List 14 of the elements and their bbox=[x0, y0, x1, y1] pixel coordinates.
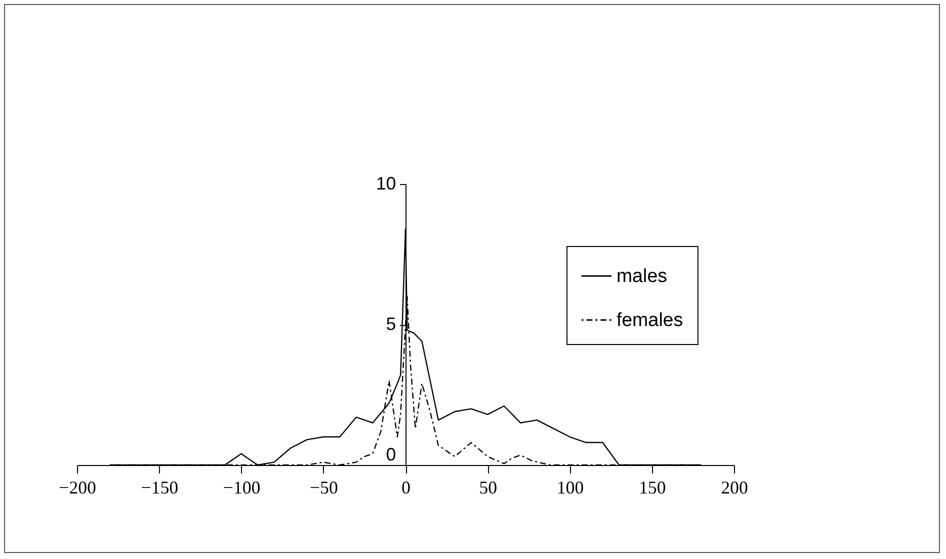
x-tick-label: 50 bbox=[479, 478, 498, 498]
x-tick-label: 200 bbox=[721, 478, 748, 498]
x-tick-label: 100 bbox=[556, 478, 584, 498]
x-tick-label: −150 bbox=[141, 478, 178, 498]
legend-label: males bbox=[616, 266, 668, 287]
x-tick-label: −50 bbox=[310, 478, 338, 498]
y-tick-label: 5 bbox=[386, 314, 396, 334]
x-tick-label: 0 bbox=[402, 478, 410, 498]
x-tick-label: −100 bbox=[223, 478, 260, 498]
y-tick-label: 10 bbox=[376, 174, 396, 194]
x-tick-label: −200 bbox=[58, 478, 96, 498]
legend-label: females bbox=[616, 310, 683, 331]
y-tick-label: 0 bbox=[386, 444, 396, 464]
x-tick-label: 150 bbox=[638, 478, 666, 498]
